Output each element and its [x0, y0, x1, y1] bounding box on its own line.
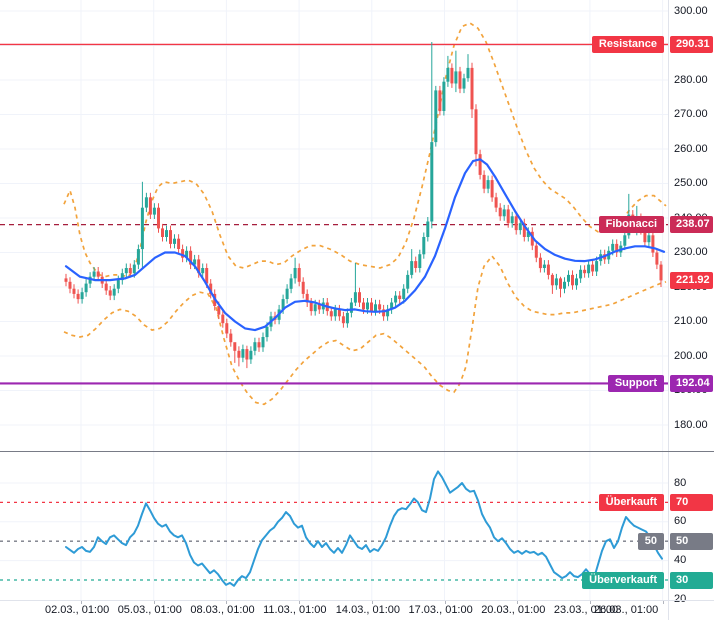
support-price: 192.04	[676, 377, 710, 389]
rsi-tick-label: 60	[674, 515, 687, 527]
time-tick-label: 23.03., 01:00	[553, 604, 619, 616]
oversold-value: 30	[676, 574, 689, 586]
support-line-badge[interactable]: Support	[607, 375, 664, 392]
rsi-tick-label: 40	[674, 554, 687, 566]
fibonacci-price: 238.07	[676, 218, 710, 230]
last-price: 221.92	[676, 274, 710, 286]
time-tick-label: 11.03., 01:00	[263, 604, 327, 616]
time-axis-tick	[81, 600, 82, 604]
pane-divider[interactable]	[0, 451, 714, 452]
price-tick-label: 270.00	[674, 108, 708, 120]
resistance-label: Resistance	[598, 38, 657, 50]
axis-separator	[668, 0, 669, 620]
overbought-value-badge: 70	[670, 494, 713, 511]
support-label: Support	[614, 377, 657, 389]
time-tick-label: 05.03., 01:00	[117, 604, 182, 616]
time-axis-tick	[299, 600, 300, 604]
oversold-label: Überverkauft	[589, 574, 657, 586]
time-tick-label: 17.03., 01:00	[408, 604, 473, 616]
price-tick-label: 200.00	[674, 350, 708, 362]
time-axis-tick	[154, 600, 155, 604]
rsi-midline-label: 50	[644, 535, 657, 547]
price-tick-label: 300.00	[674, 5, 708, 17]
rsi-midline-badge[interactable]: 50	[637, 533, 664, 550]
rsi-midline-value-badge: 50	[670, 533, 713, 550]
fibonacci-line-badge[interactable]: Fibonacci	[598, 216, 664, 233]
time-axis-tick	[590, 600, 591, 604]
time-axis-border	[0, 600, 714, 601]
time-tick-label: 08.03., 01:00	[190, 604, 255, 616]
price-tick-label: 210.00	[674, 315, 708, 327]
time-axis-tick	[663, 600, 664, 604]
fibonacci-price-badge: 238.07	[670, 216, 713, 233]
rsi-tick-label: 20	[674, 593, 687, 605]
price-tick-label: 280.00	[674, 74, 708, 86]
overbought-value: 70	[676, 496, 689, 508]
resistance-line-badge[interactable]: Resistance	[591, 36, 664, 53]
price-tick-label: 260.00	[674, 143, 708, 155]
oversold-value-badge: 30	[670, 572, 713, 589]
rsi-midline-value: 50	[676, 535, 689, 547]
time-tick-label: 14.03., 01:00	[335, 604, 401, 616]
resistance-price: 290.31	[676, 38, 710, 50]
rsi-tick-label: 80	[674, 477, 687, 489]
price-tick-label: 180.00	[674, 419, 708, 431]
resistance-price-badge: 290.31	[670, 36, 713, 53]
fibonacci-label: Fibonacci	[605, 218, 657, 230]
price-chart-canvas[interactable]	[0, 0, 668, 600]
time-axis-tick	[226, 600, 227, 604]
overbought-label: Überkauft	[605, 496, 657, 508]
time-tick-label: 26.03., 01:00	[594, 604, 659, 616]
time-axis-tick	[445, 600, 446, 604]
time-tick-label: 20.03., 01:00	[481, 604, 546, 616]
price-tick-label: 230.00	[674, 246, 708, 258]
support-price-badge: 192.04	[670, 375, 713, 392]
overbought-line-badge[interactable]: Überkauft	[598, 494, 664, 511]
time-axis-tick	[372, 600, 373, 604]
oversold-line-badge[interactable]: Überverkauft	[582, 572, 664, 589]
time-tick-label: 02.03., 01:00	[45, 604, 110, 616]
price-tick-label: 250.00	[674, 177, 708, 189]
last-price-badge: 221.92	[670, 272, 713, 289]
time-axis-tick	[517, 600, 518, 604]
